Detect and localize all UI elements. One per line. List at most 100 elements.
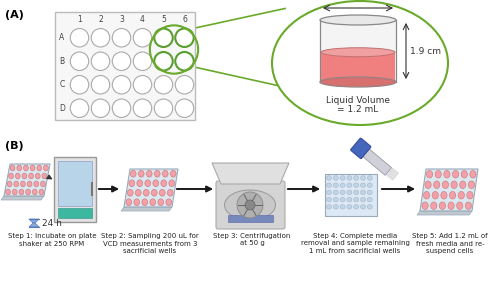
Ellipse shape (144, 189, 149, 196)
Ellipse shape (6, 189, 10, 195)
Text: A: A (60, 33, 64, 42)
Ellipse shape (136, 189, 141, 196)
Ellipse shape (26, 189, 30, 195)
Ellipse shape (347, 190, 352, 195)
Ellipse shape (142, 199, 148, 206)
Ellipse shape (112, 99, 130, 118)
Ellipse shape (340, 190, 345, 195)
Ellipse shape (224, 190, 276, 220)
Ellipse shape (34, 181, 38, 187)
Text: Step 2: Sampling 200 uL for
VCD measurements from 3
sacrificial wells: Step 2: Sampling 200 uL for VCD measurem… (101, 233, 199, 254)
Ellipse shape (340, 183, 345, 188)
Text: Step 4: Complete media
removal and sample remaining
1 mL from sacrificial wells: Step 4: Complete media removal and sampl… (300, 233, 410, 254)
Ellipse shape (441, 191, 447, 199)
Ellipse shape (326, 183, 332, 188)
Ellipse shape (150, 199, 156, 206)
Ellipse shape (40, 181, 46, 187)
Ellipse shape (470, 171, 476, 178)
Ellipse shape (37, 165, 42, 171)
Ellipse shape (70, 52, 88, 70)
Ellipse shape (16, 173, 20, 179)
Ellipse shape (154, 170, 160, 177)
Ellipse shape (422, 202, 428, 210)
Ellipse shape (70, 76, 88, 94)
Text: 4: 4 (140, 14, 145, 23)
Text: 6: 6 (182, 14, 187, 23)
Ellipse shape (134, 52, 152, 70)
Ellipse shape (347, 183, 352, 188)
Text: Step 3: Centrifugation
at 50 g: Step 3: Centrifugation at 50 g (214, 233, 290, 246)
Ellipse shape (162, 170, 168, 177)
Polygon shape (417, 211, 472, 215)
Bar (386, 174, 394, 180)
Ellipse shape (334, 183, 338, 188)
Text: 5: 5 (161, 14, 166, 23)
Bar (325, 174, 377, 216)
Ellipse shape (70, 99, 88, 118)
Ellipse shape (334, 204, 338, 209)
Ellipse shape (340, 204, 345, 209)
Ellipse shape (176, 76, 194, 94)
Ellipse shape (134, 199, 140, 206)
Ellipse shape (451, 181, 457, 189)
Ellipse shape (450, 191, 456, 199)
Ellipse shape (112, 76, 130, 94)
Ellipse shape (326, 204, 332, 209)
Ellipse shape (368, 190, 372, 195)
Text: 24 h: 24 h (42, 219, 62, 228)
Ellipse shape (432, 191, 438, 199)
Ellipse shape (458, 191, 464, 199)
Ellipse shape (424, 191, 430, 199)
Polygon shape (29, 219, 39, 223)
Ellipse shape (321, 78, 395, 86)
Ellipse shape (448, 202, 454, 210)
Bar (58, 208, 92, 218)
Ellipse shape (354, 197, 358, 202)
Ellipse shape (12, 189, 17, 195)
Ellipse shape (368, 183, 372, 188)
Ellipse shape (320, 77, 396, 87)
Text: Liquid Volume: Liquid Volume (326, 96, 390, 105)
Ellipse shape (92, 99, 110, 118)
Bar (228, 215, 273, 222)
Ellipse shape (326, 190, 332, 195)
Ellipse shape (154, 28, 172, 47)
Ellipse shape (170, 170, 176, 177)
Text: 2: 2 (98, 14, 103, 23)
Ellipse shape (326, 176, 332, 180)
Bar (320, 20, 396, 82)
Ellipse shape (176, 52, 194, 70)
Text: = 1.2 mL: = 1.2 mL (338, 105, 378, 114)
Ellipse shape (176, 99, 194, 118)
Ellipse shape (334, 190, 338, 195)
Ellipse shape (461, 171, 468, 178)
Ellipse shape (92, 76, 110, 94)
Text: C: C (60, 80, 64, 89)
Polygon shape (121, 207, 172, 211)
Ellipse shape (17, 165, 21, 171)
Ellipse shape (425, 181, 431, 189)
Ellipse shape (368, 197, 372, 202)
Ellipse shape (360, 190, 366, 195)
Ellipse shape (153, 180, 158, 187)
FancyBboxPatch shape (350, 138, 371, 159)
Ellipse shape (27, 181, 32, 187)
Bar (392, 168, 399, 174)
Ellipse shape (440, 202, 446, 210)
Ellipse shape (134, 99, 152, 118)
Ellipse shape (154, 76, 172, 94)
Ellipse shape (134, 76, 152, 94)
Ellipse shape (176, 28, 194, 47)
Ellipse shape (354, 190, 358, 195)
Ellipse shape (468, 181, 474, 189)
Ellipse shape (354, 204, 358, 209)
Ellipse shape (154, 99, 172, 118)
Ellipse shape (360, 176, 366, 180)
Ellipse shape (168, 189, 173, 196)
FancyBboxPatch shape (216, 181, 285, 229)
Ellipse shape (44, 165, 49, 171)
Ellipse shape (36, 173, 40, 179)
Bar (362, 148, 392, 175)
Ellipse shape (158, 199, 164, 206)
Ellipse shape (340, 176, 345, 180)
